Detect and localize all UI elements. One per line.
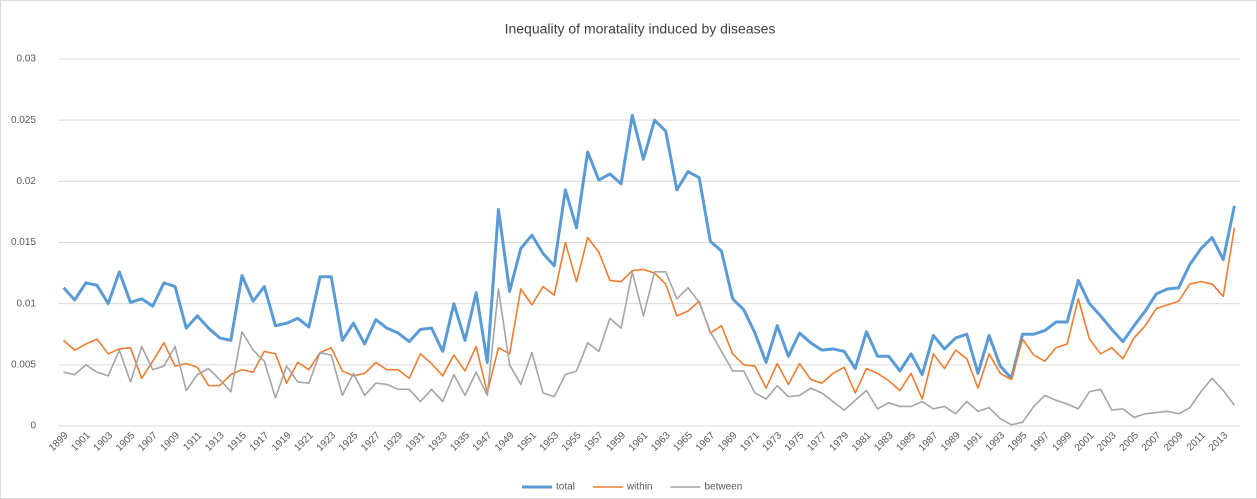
series-line bbox=[63, 227, 1236, 400]
y-tick-label: 0.005 bbox=[11, 359, 36, 370]
y-tick-label: 0.03 bbox=[17, 54, 37, 65]
legend-label: total bbox=[556, 482, 575, 493]
y-tick-label: 0 bbox=[30, 421, 36, 432]
legend-label: between bbox=[704, 482, 742, 493]
legend-label: within bbox=[626, 482, 653, 493]
series-line bbox=[62, 113, 1236, 380]
y-tick-label: 0.02 bbox=[17, 176, 37, 187]
y-tick-label: 0.01 bbox=[17, 298, 37, 309]
y-tick-label: 0.025 bbox=[11, 115, 36, 126]
chart-title: Inequality of moratality induced by dise… bbox=[505, 21, 776, 37]
y-tick-label: 0.015 bbox=[11, 237, 36, 248]
series-line bbox=[63, 271, 1236, 426]
